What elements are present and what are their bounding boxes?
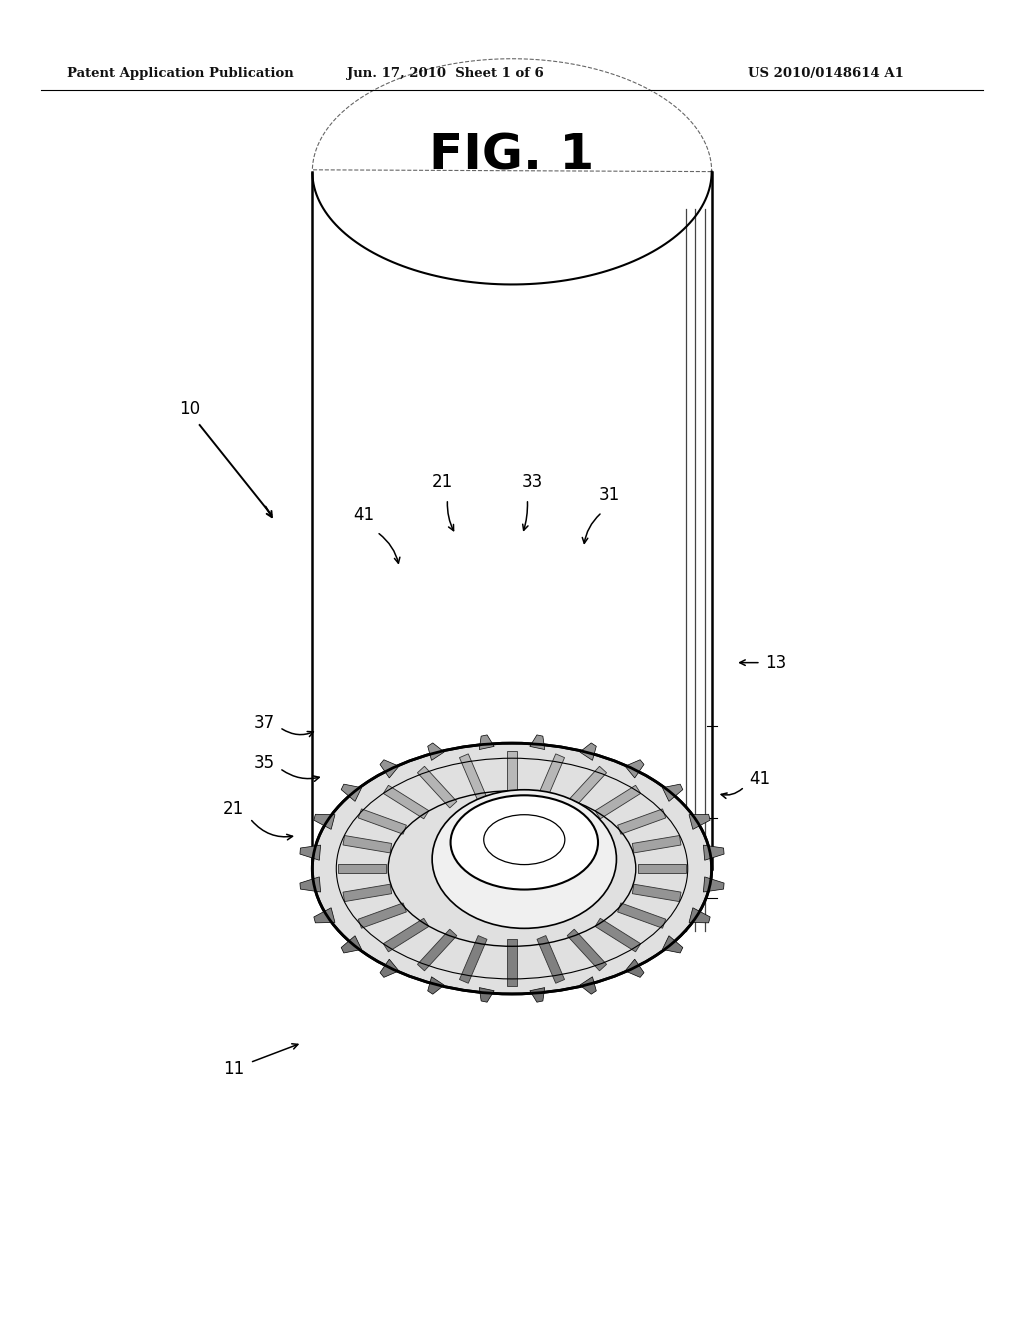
Polygon shape xyxy=(537,936,564,983)
Polygon shape xyxy=(580,743,596,760)
Text: 41: 41 xyxy=(750,770,770,788)
Polygon shape xyxy=(529,735,545,750)
Polygon shape xyxy=(663,936,683,953)
Polygon shape xyxy=(595,785,641,818)
Polygon shape xyxy=(343,836,392,853)
Polygon shape xyxy=(632,836,681,853)
Polygon shape xyxy=(460,754,487,801)
Text: 11: 11 xyxy=(223,1060,244,1078)
Text: Jun. 17, 2010  Sheet 1 of 6: Jun. 17, 2010 Sheet 1 of 6 xyxy=(347,67,544,81)
Polygon shape xyxy=(338,863,386,874)
Polygon shape xyxy=(567,929,606,970)
Polygon shape xyxy=(537,754,564,801)
Text: 33: 33 xyxy=(522,473,543,491)
Polygon shape xyxy=(383,919,429,952)
Polygon shape xyxy=(460,936,487,983)
Polygon shape xyxy=(580,977,596,994)
Polygon shape xyxy=(638,863,686,874)
Text: 10: 10 xyxy=(179,400,200,418)
Polygon shape xyxy=(625,960,644,977)
Text: Patent Application Publication: Patent Application Publication xyxy=(67,67,293,81)
Ellipse shape xyxy=(312,743,712,994)
Polygon shape xyxy=(595,919,641,952)
Polygon shape xyxy=(689,814,711,829)
Polygon shape xyxy=(479,735,495,750)
Text: 21: 21 xyxy=(223,800,244,818)
Text: 21: 21 xyxy=(432,473,453,491)
Ellipse shape xyxy=(483,814,565,865)
Polygon shape xyxy=(632,884,681,902)
Polygon shape xyxy=(300,876,321,892)
Polygon shape xyxy=(617,809,666,834)
Text: 13: 13 xyxy=(766,653,786,672)
Polygon shape xyxy=(507,751,517,799)
Ellipse shape xyxy=(451,795,598,890)
Polygon shape xyxy=(663,784,683,801)
Polygon shape xyxy=(418,767,457,808)
Polygon shape xyxy=(380,760,399,777)
Polygon shape xyxy=(300,845,321,861)
Polygon shape xyxy=(567,767,606,808)
Polygon shape xyxy=(703,876,724,892)
Polygon shape xyxy=(428,977,444,994)
Polygon shape xyxy=(358,903,407,928)
Polygon shape xyxy=(383,785,429,818)
Polygon shape xyxy=(703,845,724,861)
Polygon shape xyxy=(507,939,517,986)
Text: 41: 41 xyxy=(353,506,374,524)
Text: 35: 35 xyxy=(254,754,274,772)
Polygon shape xyxy=(617,903,666,928)
Polygon shape xyxy=(689,908,711,923)
Polygon shape xyxy=(343,884,392,902)
Polygon shape xyxy=(479,987,495,1002)
Polygon shape xyxy=(313,908,335,923)
Polygon shape xyxy=(529,987,545,1002)
Ellipse shape xyxy=(432,789,616,928)
Polygon shape xyxy=(313,814,335,829)
Polygon shape xyxy=(358,809,407,834)
Polygon shape xyxy=(428,743,444,760)
Polygon shape xyxy=(625,760,644,777)
Text: 37: 37 xyxy=(254,714,274,733)
Polygon shape xyxy=(341,784,361,801)
Polygon shape xyxy=(418,929,457,970)
Text: US 2010/0148614 A1: US 2010/0148614 A1 xyxy=(748,67,903,81)
Text: 31: 31 xyxy=(599,486,620,504)
Polygon shape xyxy=(380,960,399,977)
Text: FIG. 1: FIG. 1 xyxy=(429,132,595,180)
Polygon shape xyxy=(341,936,361,953)
